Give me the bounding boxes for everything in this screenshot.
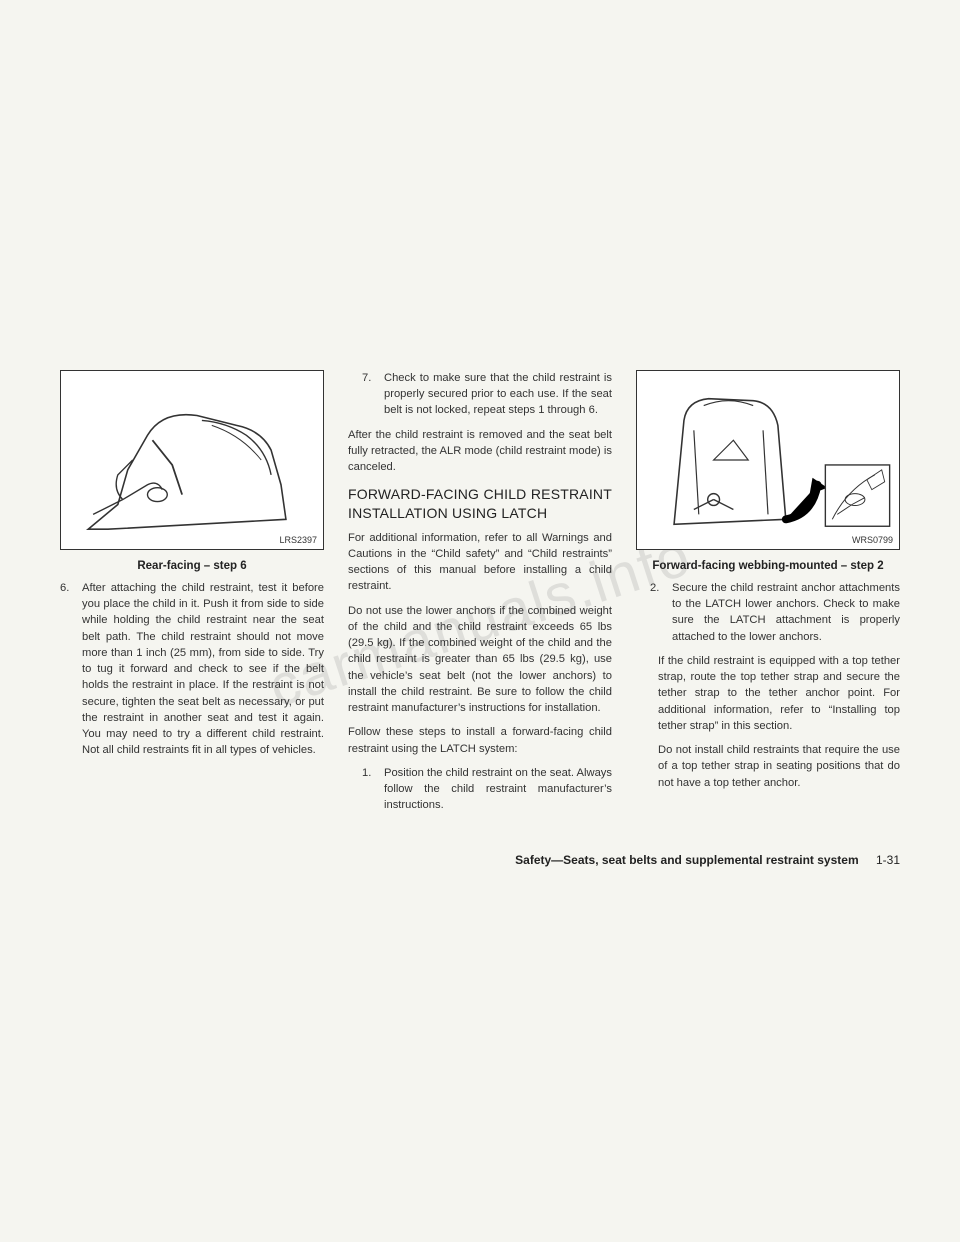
step-2: 2. Secure the child restraint anchor att… <box>650 580 900 645</box>
column-3: WRS0799 Forward-facing webbing-mounted –… <box>636 370 900 822</box>
step-1: 1. Position the child restraint on the s… <box>362 765 612 814</box>
caption-1: Rear-facing – step 6 <box>60 560 324 572</box>
col2-body: 7. Check to make sure that the child res… <box>348 370 612 822</box>
column-1: LRS2397 Rear-facing – step 6 6. After at… <box>60 370 324 822</box>
col3-body: 2. Secure the child restraint anchor att… <box>636 580 900 799</box>
figure-label-2: WRS0799 <box>852 535 893 545</box>
col1-body: 6. After attaching the child restraint, … <box>60 580 324 767</box>
child-seat-illustration-1 <box>61 371 323 549</box>
caption-2: Forward-facing webbing-mounted – step 2 <box>636 560 900 572</box>
step-6-num: 6. <box>60 580 74 759</box>
para-after-removal: After the child restraint is removed and… <box>348 427 612 476</box>
step-7-text: Check to make sure that the child restra… <box>384 370 612 419</box>
child-seat-illustration-2 <box>637 371 899 549</box>
page-footer: Safety—Seats, seat belts and supplementa… <box>515 853 900 867</box>
para-warnings: For additional information, refer to all… <box>348 530 612 595</box>
figure-label-1: LRS2397 <box>279 535 317 545</box>
step-2-text: Secure the child restraint anchor attach… <box>672 580 900 645</box>
step-1-text: Position the child restraint on the seat… <box>384 765 612 814</box>
page-content: LRS2397 Rear-facing – step 6 6. After at… <box>60 370 900 822</box>
step-1-num: 1. <box>362 765 376 814</box>
step-7: 7. Check to make sure that the child res… <box>362 370 612 419</box>
column-2: 7. Check to make sure that the child res… <box>348 370 612 822</box>
para-do-not-install: Do not install child restraints that req… <box>658 742 900 791</box>
figure-forward-facing: WRS0799 <box>636 370 900 550</box>
para-follow-steps: Follow these steps to install a forward-… <box>348 724 612 756</box>
step-6-text: After attaching the child restraint, tes… <box>82 580 324 759</box>
step-2-num: 2. <box>650 580 664 645</box>
step-7-num: 7. <box>362 370 376 419</box>
heading-forward-latch: FORWARD-FACING CHILD RESTRAINT INSTALLAT… <box>348 485 612 521</box>
para-tether: If the child restraint is equipped with … <box>658 653 900 734</box>
footer-page-number: 1-31 <box>876 853 900 867</box>
step-6: 6. After attaching the child restraint, … <box>60 580 324 759</box>
figure-rear-facing: LRS2397 <box>60 370 324 550</box>
para-weight-limit: Do not use the lower anchors if the comb… <box>348 603 612 717</box>
footer-section: Safety—Seats, seat belts and supplementa… <box>515 853 858 867</box>
